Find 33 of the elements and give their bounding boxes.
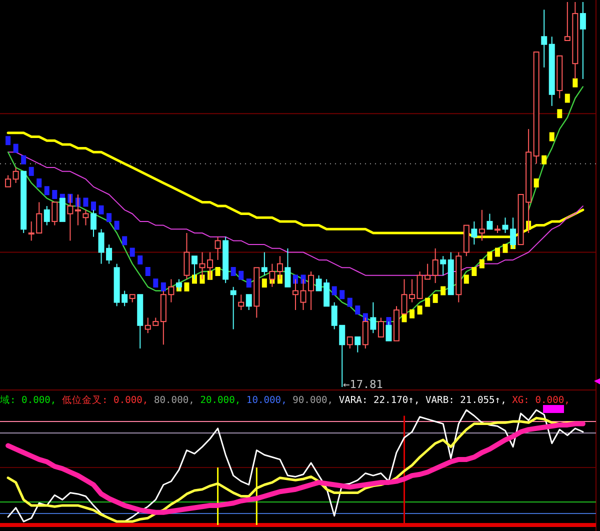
candlestick [261,252,268,276]
text: XG: 0.000, [506,395,570,406]
text: 域: 0.000, [0,394,56,406]
candlestick [354,336,361,353]
candlestick [541,9,548,68]
text: 90.000, [286,395,334,406]
candlestick [478,209,485,242]
candlestick [184,232,190,280]
candlestick [238,294,244,310]
candlestick [432,248,438,284]
candlestick [284,248,291,288]
text: VARA: 22.170↑, [333,395,420,406]
candlestick [378,317,384,338]
candlestick [52,202,58,226]
text: VARB: 21.055↑, [420,395,506,406]
candlestick [230,286,236,330]
candlestick [580,2,586,80]
candlestick [214,236,221,260]
candlestick [5,174,12,188]
candlestick [44,206,50,226]
text: 10.000, [240,395,287,406]
candlestick [440,256,446,276]
candlestick [82,209,89,226]
candlestick [346,336,353,349]
candlestick [246,294,252,310]
text: 80.000, [148,395,194,406]
text: 20.000, [194,395,241,406]
candlestick [471,220,478,246]
annotation: ←17.81 [343,378,383,391]
text: 低位金叉: 0.000, [56,394,148,406]
candlestick [370,302,376,334]
candlestick [12,167,19,184]
candlestick [486,213,493,230]
